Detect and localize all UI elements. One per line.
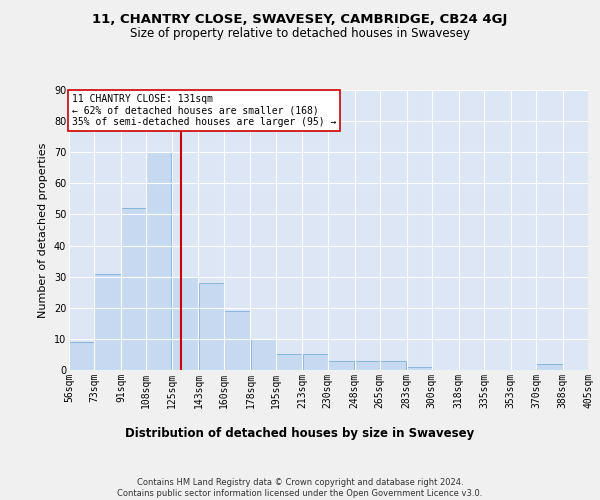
Bar xyxy=(121,208,146,370)
Bar xyxy=(69,342,94,370)
Bar xyxy=(199,283,224,370)
Text: 11 CHANTRY CLOSE: 131sqm
← 62% of detached houses are smaller (168)
35% of semi-: 11 CHANTRY CLOSE: 131sqm ← 62% of detach… xyxy=(71,94,336,128)
Bar xyxy=(355,360,380,370)
Bar xyxy=(94,274,121,370)
Y-axis label: Number of detached properties: Number of detached properties xyxy=(38,142,48,318)
Text: Distribution of detached houses by size in Swavesey: Distribution of detached houses by size … xyxy=(125,428,475,440)
Bar xyxy=(172,276,198,370)
Text: Size of property relative to detached houses in Swavesey: Size of property relative to detached ho… xyxy=(130,28,470,40)
Bar xyxy=(407,367,432,370)
Bar xyxy=(536,364,563,370)
Bar xyxy=(276,354,302,370)
Bar xyxy=(380,360,406,370)
Bar xyxy=(224,311,250,370)
Bar xyxy=(251,339,275,370)
Bar xyxy=(146,152,172,370)
Text: 11, CHANTRY CLOSE, SWAVESEY, CAMBRIDGE, CB24 4GJ: 11, CHANTRY CLOSE, SWAVESEY, CAMBRIDGE, … xyxy=(92,12,508,26)
Bar xyxy=(302,354,328,370)
Text: Contains HM Land Registry data © Crown copyright and database right 2024.
Contai: Contains HM Land Registry data © Crown c… xyxy=(118,478,482,498)
Bar xyxy=(328,360,355,370)
